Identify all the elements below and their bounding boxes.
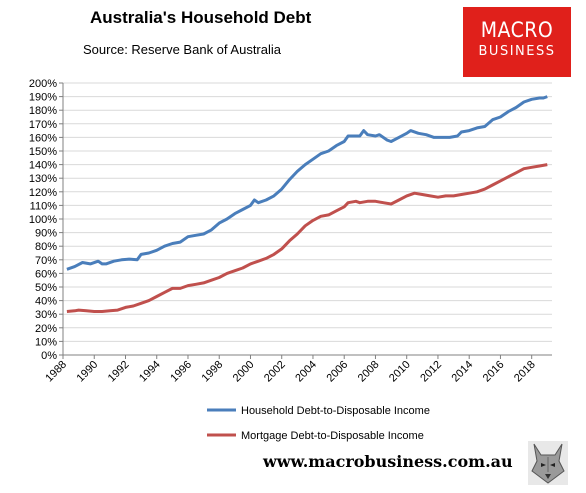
logo-line-2: BUSINESS: [478, 44, 556, 59]
x-tick-label: 2016: [481, 359, 507, 385]
x-tick-label: 1994: [137, 359, 163, 385]
y-tick-label: 190%: [29, 92, 57, 104]
y-axis-ticks: 0% 10%20% 30%40% 50% 60%70% 80%90% 100% 110%120…: [29, 78, 63, 362]
y-tick-label: 160%: [29, 132, 57, 144]
x-tick-label: 2006: [325, 359, 351, 385]
series-lines: [66, 95, 548, 313]
x-axis-ticks: 1988 1990 1992 1994 1996 1998 2000 2002 2004 2006…: [43, 355, 538, 385]
x-tick-label: 2012: [418, 359, 444, 385]
x-tick-label: 2014: [450, 359, 476, 385]
chart-subtitle: Source: Reserve Bank of Australia: [83, 42, 281, 57]
legend-label-mortgage: Mortgage Debt-to-Disposable Income: [241, 430, 424, 442]
y-tick-label: 180%: [29, 105, 57, 117]
mortgage-debt-line: [66, 163, 548, 313]
logo-line-1: MACRO: [480, 18, 554, 42]
x-tick-label: 2018: [512, 359, 538, 385]
y-tick-label: 70%: [35, 255, 57, 267]
grid-lines: [63, 82, 552, 342]
x-tick-label: 1988: [43, 359, 69, 385]
y-tick-label: 40%: [35, 296, 57, 308]
legend-label-household: Household Debt-to-Disposable Income: [241, 405, 430, 417]
y-tick-label: 10%: [35, 336, 57, 348]
y-tick-label: 0%: [41, 350, 57, 362]
y-tick-label: 80%: [35, 241, 57, 253]
y-tick-label: 120%: [29, 187, 57, 199]
household-debt-line: [66, 95, 548, 271]
legend: Household Debt-to-Disposable Income Mort…: [207, 405, 430, 442]
x-tick-label: 2000: [231, 359, 257, 385]
x-tick-label: 2002: [262, 359, 288, 385]
y-tick-label: 130%: [29, 173, 57, 185]
y-tick-label: 200%: [29, 78, 57, 90]
macrobusiness-logo: MACRO BUSINESS: [463, 7, 571, 77]
y-tick-label: 150%: [29, 146, 57, 158]
wolf-logo-icon: [528, 441, 568, 485]
y-tick-label: 50%: [35, 282, 57, 294]
x-tick-label: 2008: [356, 359, 382, 385]
y-tick-label: 60%: [35, 268, 57, 280]
website-url: www.macrobusiness.com.au: [263, 452, 513, 471]
x-tick-label: 2004: [293, 359, 319, 385]
y-tick-label: 140%: [29, 160, 57, 172]
y-tick-label: 30%: [35, 309, 57, 321]
chart-title: Australia's Household Debt: [90, 8, 312, 27]
y-tick-label: 100%: [29, 214, 57, 226]
y-tick-label: 90%: [35, 228, 57, 240]
y-tick-label: 110%: [30, 200, 58, 212]
y-tick-label: 170%: [29, 119, 57, 131]
y-tick-label: 20%: [35, 323, 57, 335]
x-tick-label: 1992: [106, 359, 132, 385]
x-tick-label: 1998: [200, 359, 226, 385]
x-tick-label: 1996: [168, 359, 194, 385]
x-tick-label: 2010: [387, 359, 413, 385]
x-tick-label: 1990: [75, 359, 101, 385]
